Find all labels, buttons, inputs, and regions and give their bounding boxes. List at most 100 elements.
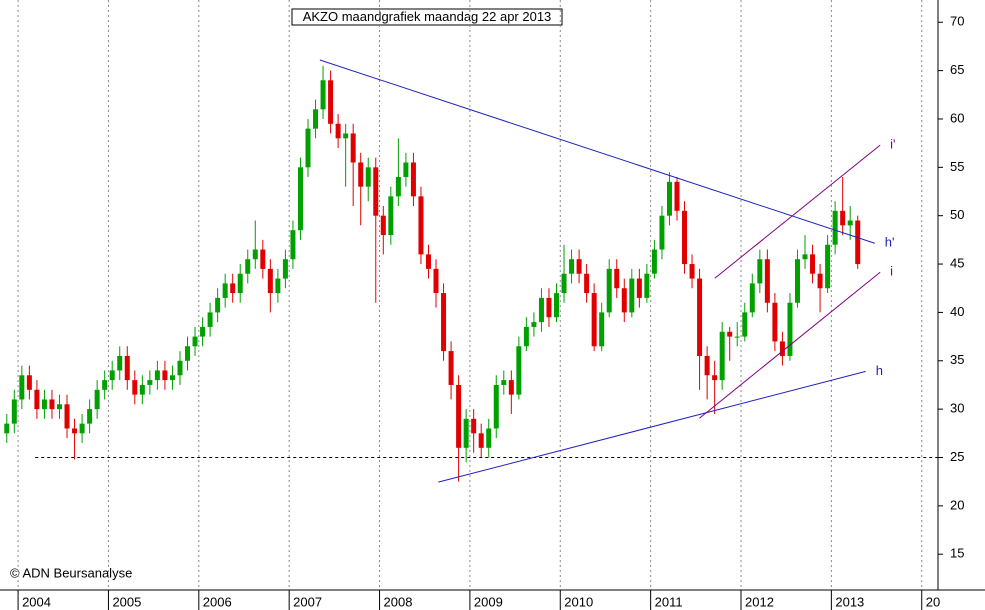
candle-body — [493, 384, 499, 429]
candle-body — [840, 210, 846, 226]
candle-body — [19, 375, 25, 400]
candle-body — [230, 283, 236, 294]
candle-body — [825, 244, 831, 289]
candle-body — [471, 418, 477, 434]
candle-body — [523, 326, 529, 347]
chart-title: AKZO maandgrafiek maandag 22 apr 2013 — [303, 9, 552, 24]
candle-body — [697, 278, 703, 356]
y-tick-label: 55 — [950, 159, 964, 174]
candle-body — [94, 389, 100, 410]
trend-label: h' — [885, 235, 895, 250]
candle-body — [666, 181, 672, 216]
trend-line — [438, 370, 866, 483]
candle-body — [410, 162, 416, 197]
candle-body — [395, 177, 401, 197]
candle-body — [629, 278, 635, 313]
candle-body — [621, 288, 627, 313]
candle-body — [56, 404, 62, 410]
candle-body — [764, 259, 770, 303]
candle-body — [41, 399, 47, 410]
candle-body — [207, 312, 213, 327]
candle-body — [802, 254, 808, 260]
x-tick-label: 2013 — [835, 594, 864, 609]
candle-body — [719, 331, 725, 381]
candle-body — [757, 259, 763, 284]
y-tick-label: 70 — [950, 14, 964, 29]
candle-body — [313, 109, 319, 129]
candle-body — [335, 123, 341, 139]
x-tick-label: 2011 — [655, 594, 683, 609]
x-tick-label: 2007 — [293, 594, 322, 609]
candle-body — [614, 268, 620, 289]
candle-body — [200, 326, 206, 337]
candle-body — [478, 433, 484, 448]
candle-body — [64, 404, 70, 429]
candle-body — [810, 254, 816, 274]
trend-label: i' — [890, 137, 895, 152]
y-tick-label: 30 — [950, 401, 964, 416]
y-tick-label: 60 — [950, 110, 964, 125]
candle-body — [109, 370, 115, 381]
candle-body — [87, 409, 93, 424]
y-tick-label: 50 — [950, 207, 964, 222]
candle-body — [365, 167, 371, 187]
candle-body — [448, 351, 454, 385]
y-tick-label: 35 — [950, 352, 964, 367]
candle-body — [554, 293, 560, 318]
candle-body — [606, 268, 612, 313]
candle-body — [682, 210, 688, 265]
y-tick-label: 40 — [950, 304, 964, 319]
y-tick-label: 15 — [950, 546, 964, 561]
x-tick-label: 2010 — [564, 594, 593, 609]
candle-body — [350, 133, 356, 163]
candle-body — [26, 375, 32, 390]
candle-body — [486, 428, 492, 448]
candle-body — [139, 384, 145, 395]
candle-body — [177, 360, 183, 376]
x-tick-label: 2005 — [112, 594, 141, 609]
candle-body — [456, 384, 462, 448]
candle-body — [817, 273, 823, 289]
candle-body — [561, 273, 567, 294]
candle-body — [222, 283, 228, 298]
trend-line — [714, 144, 881, 279]
candle-body — [252, 249, 258, 260]
candle-body — [794, 259, 800, 303]
candle-body — [154, 370, 160, 381]
candle-body — [343, 133, 349, 139]
trend-line — [699, 271, 881, 419]
candle-body — [305, 128, 311, 168]
candle-body — [433, 268, 439, 294]
candle-body — [49, 399, 55, 410]
candle-body — [11, 399, 17, 424]
candle-body — [644, 273, 650, 298]
trend-line — [319, 59, 875, 244]
candle-body — [124, 355, 130, 381]
trend-label: h — [876, 363, 883, 378]
candle-body — [282, 259, 288, 279]
candle-body — [847, 220, 853, 226]
candle-body — [742, 312, 748, 337]
candle-body — [245, 259, 251, 274]
candle-body — [787, 302, 793, 356]
candle-body — [403, 162, 409, 177]
candle-body — [267, 268, 273, 294]
candle-body — [418, 196, 424, 255]
y-tick-label: 20 — [950, 497, 964, 512]
candle-body — [72, 428, 78, 434]
candle-body — [538, 297, 544, 323]
candle-body — [441, 293, 447, 352]
candle-body — [591, 293, 597, 347]
candle-body — [501, 380, 507, 385]
y-tick-label: 65 — [950, 62, 964, 77]
candle-body — [79, 423, 85, 434]
candle-body — [185, 346, 191, 361]
x-tick-label: 2008 — [384, 594, 413, 609]
trend-label: i — [890, 264, 893, 279]
candle-body — [636, 278, 642, 298]
candle-body — [576, 259, 582, 274]
x-tick-label: 2006 — [203, 594, 232, 609]
